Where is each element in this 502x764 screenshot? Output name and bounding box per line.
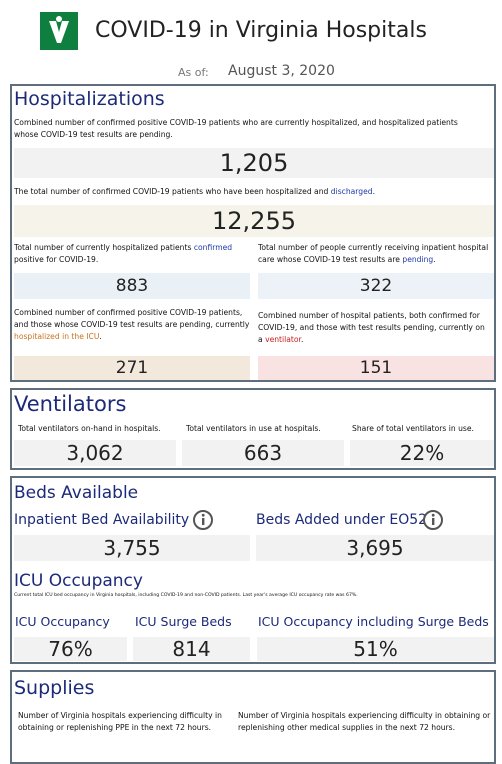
as-of-date: August 3, 2020 <box>228 63 335 79</box>
note: Current total ICU bed occupancy in Virgi… <box>14 593 358 598</box>
value: 3,062 <box>14 440 176 466</box>
value: 76% <box>14 637 127 661</box>
value: 271 <box>14 356 250 380</box>
description: Combined number of confirmed positive CO… <box>14 307 250 343</box>
text: . <box>433 255 436 264</box>
info-icon[interactable] <box>192 509 214 531</box>
label: Total ventilators in use at hospitals. <box>186 424 321 433</box>
section-title: Ventilators <box>14 392 127 416</box>
section-title: Supplies <box>14 677 95 699</box>
text: Combined number of confirmed positive CO… <box>14 308 250 329</box>
text: Combined number of hospital patients, bo… <box>258 311 485 344</box>
description: Combined number of confirmed positive CO… <box>14 117 484 141</box>
value: 814 <box>133 637 250 661</box>
logo <box>40 12 78 50</box>
label: Share of total ventilators in use. <box>352 424 474 433</box>
value: 22% <box>350 440 494 466</box>
title: COVID-19 in Virginia Hospitals <box>95 18 427 43</box>
info-icon[interactable] <box>422 509 444 531</box>
ventilators-section <box>10 388 496 470</box>
label: Beds Added under EO52 <box>256 512 428 528</box>
description: The total number of confirmed COVID-19 p… <box>14 186 484 198</box>
value: 51% <box>257 637 494 661</box>
text: Total number of currently hospitalized p… <box>14 243 194 252</box>
text: . <box>300 335 304 344</box>
highlight: discharged <box>330 187 373 196</box>
label: Total ventilators on-hand in hospitals. <box>18 424 161 433</box>
hospitalizations-section <box>10 84 496 382</box>
supplies-section <box>10 670 496 764</box>
beds-section <box>10 476 496 664</box>
text: Total number of people currently receivi… <box>258 243 489 264</box>
section-title: Hospitalizations <box>14 88 165 110</box>
value: 151 <box>258 356 494 380</box>
text: The total number of confirmed COVID-19 p… <box>14 187 331 196</box>
text: . <box>372 187 376 196</box>
highlight: ventilator <box>265 335 301 344</box>
value: 663 <box>182 440 344 466</box>
value: 12,255 <box>14 205 494 237</box>
as-of-label: As of: <box>178 66 209 79</box>
label: ICU Occupancy <box>15 614 110 629</box>
value: 3,755 <box>14 535 250 561</box>
description: Combined number of hospital patients, bo… <box>258 310 490 346</box>
text: . <box>99 332 102 341</box>
label: ICU Occupancy including Surge Beds <box>258 614 489 629</box>
highlight: confirmed <box>193 243 233 252</box>
value: 322 <box>258 273 494 299</box>
description: Number of Virginia hospitals experiencin… <box>238 711 491 732</box>
highlight: hospitalized in the ICU <box>14 332 100 341</box>
highlight: pending <box>402 255 434 264</box>
value: 1,205 <box>14 148 494 178</box>
description: Number of Virginia hospitals experiencin… <box>18 711 222 732</box>
text: positive for COVID-19. <box>14 255 99 264</box>
text: Combined number of confirmed positive CO… <box>14 118 458 139</box>
value: 3,695 <box>256 535 494 561</box>
value: 883 <box>14 273 250 299</box>
description: Total number of people currently receivi… <box>258 242 490 266</box>
label: ICU Surge Beds <box>135 614 232 629</box>
section-title: ICU Occupancy <box>14 571 143 591</box>
description: Total number of currently hospitalized p… <box>14 242 239 266</box>
section-title: Beds Available <box>14 483 139 503</box>
label: Inpatient Bed Availability <box>14 512 190 528</box>
